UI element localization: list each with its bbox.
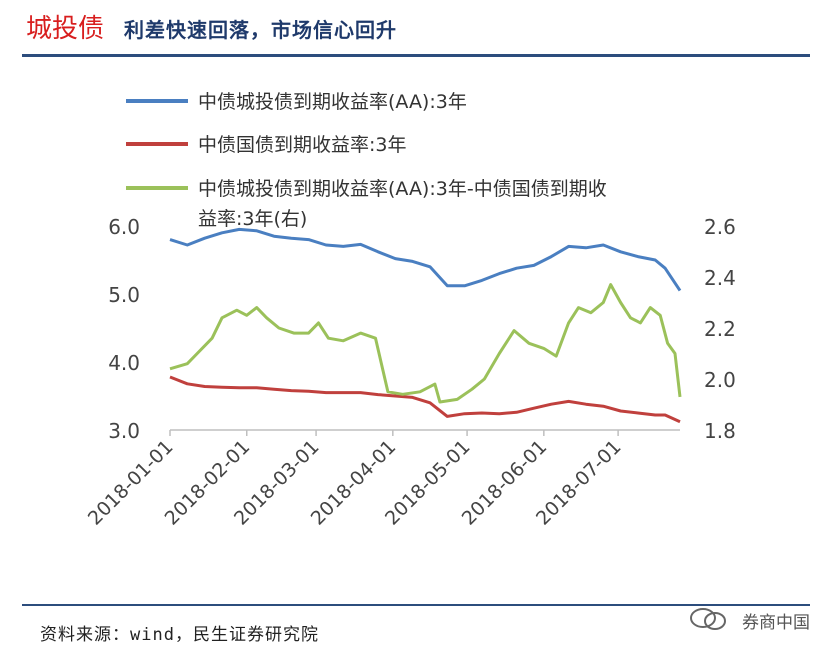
chart-headline: 利差快速回落，市场信心回升	[124, 18, 397, 42]
watermark-text: 券商中国	[742, 613, 810, 633]
y-tick-label: 5.0	[108, 283, 140, 307]
legend-label: 中债国债到期收益率:3年	[198, 134, 407, 156]
legend-label: 中债城投债到期收益率(AA):3年-中债国债到期收益率:3年(右)	[198, 178, 607, 230]
y2-tick-label: 2.0	[704, 368, 736, 392]
header-divider	[22, 54, 810, 57]
series-line-3	[169, 283, 682, 404]
legend-label: 中债城投债到期收益率(AA):3年	[198, 91, 467, 113]
wechat-icon	[690, 608, 726, 630]
report-section-title: 城投债	[26, 14, 105, 44]
y-tick-label: 4.0	[108, 351, 140, 375]
chart-header: 城投债 利差快速回落，市场信心回升	[0, 0, 832, 56]
y2-tick-label: 1.8	[704, 419, 736, 443]
data-source-note: 资料来源：wind，民生证券研究院	[40, 625, 319, 645]
series-line-2	[169, 375, 681, 424]
line-chart: 中债城投债到期收益率(AA):3年中债国债到期收益率:3年中债城投债到期收益率(…	[84, 91, 736, 530]
y2-tick-label: 2.4	[704, 266, 736, 290]
y2-tick-label: 2.6	[704, 215, 736, 239]
y-tick-label: 3.0	[108, 419, 140, 443]
series-line-1	[169, 227, 682, 292]
footer-divider	[22, 604, 810, 606]
y-tick-label: 6.0	[108, 215, 140, 239]
y2-tick-label: 2.2	[704, 317, 736, 341]
